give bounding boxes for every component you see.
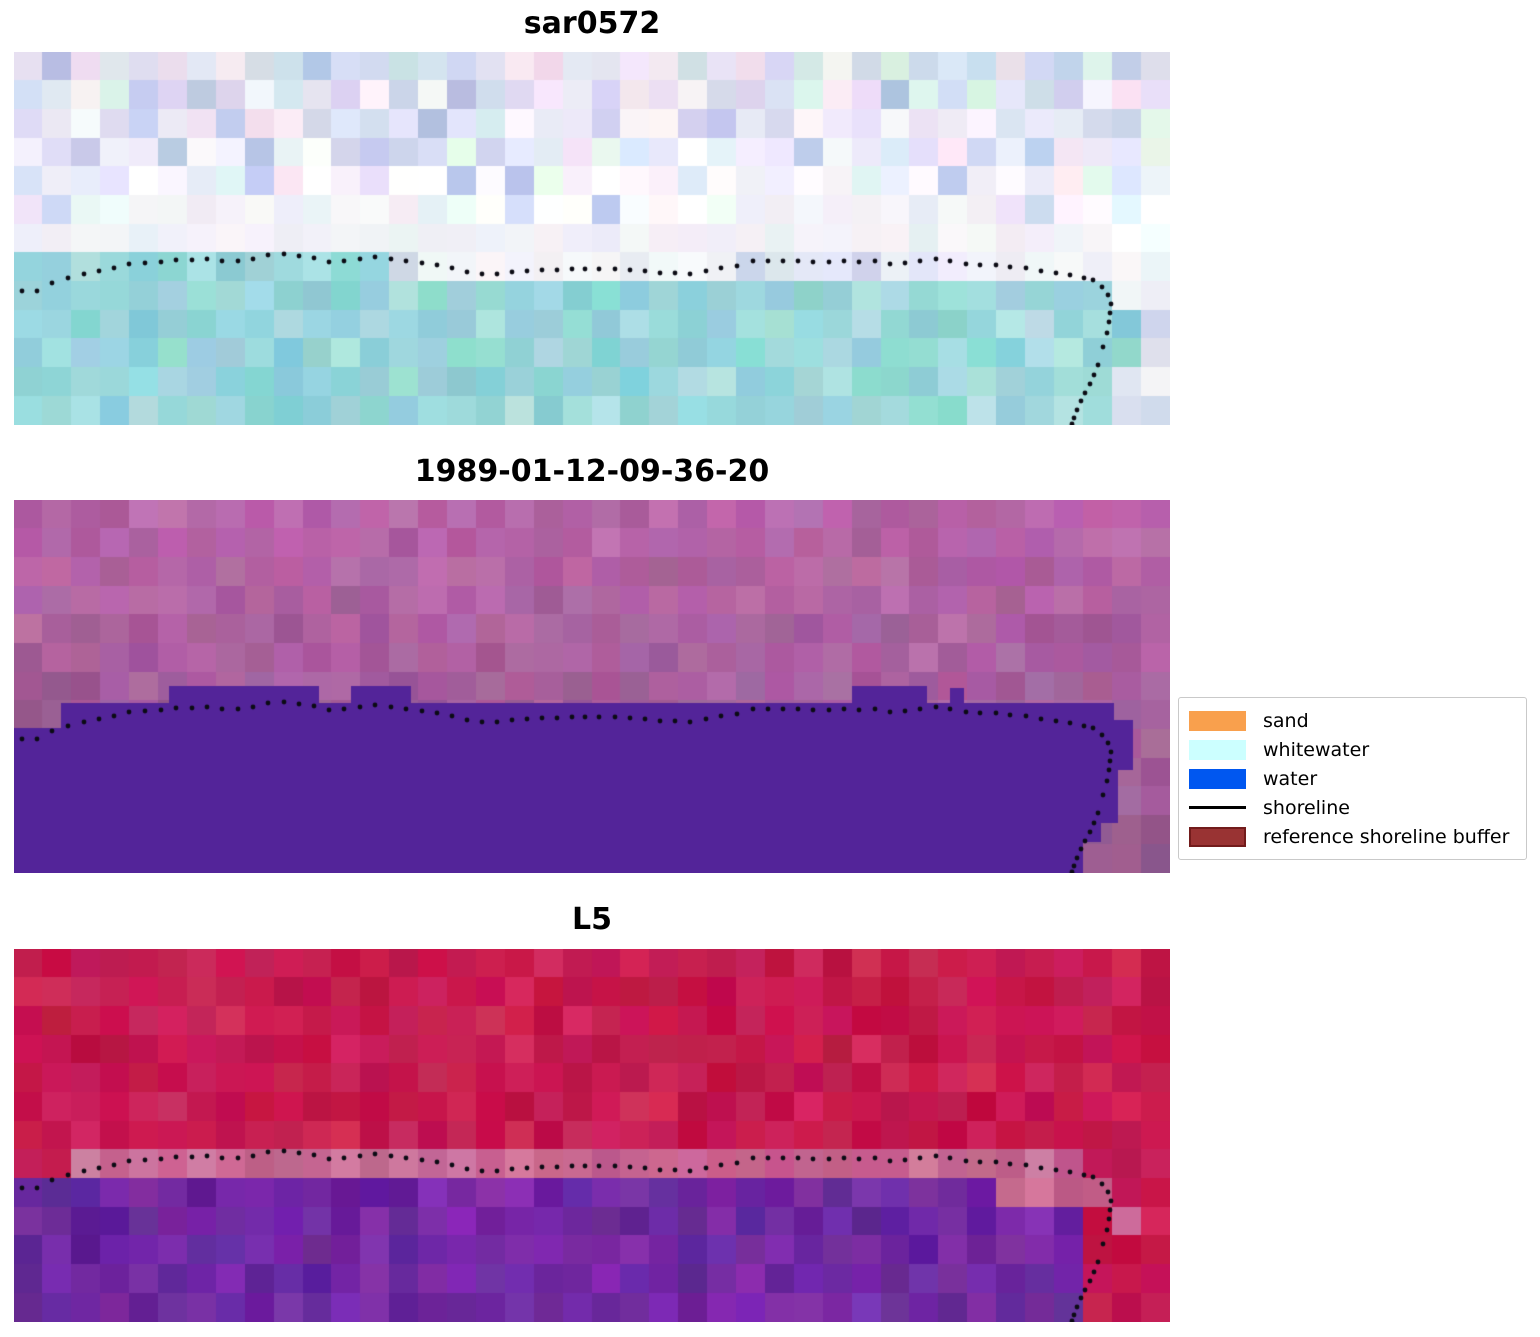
legend-item-shoreline: shoreline bbox=[1189, 793, 1516, 822]
legend-label: water bbox=[1263, 767, 1318, 790]
panel-image-l5 bbox=[14, 949, 1170, 1322]
panel-title-l5: L5 bbox=[572, 902, 612, 937]
legend-item-reference-shoreline-buffer: reference shoreline buffer bbox=[1189, 822, 1516, 851]
legend-color-swatch bbox=[1189, 739, 1246, 760]
legend-item-whitewater: whitewater bbox=[1189, 735, 1516, 764]
legend-label: reference shoreline buffer bbox=[1263, 825, 1510, 848]
legend-line-swatch bbox=[1189, 806, 1246, 809]
panel-image-classified bbox=[14, 500, 1170, 873]
panel-title-sar0572: sar0572 bbox=[523, 6, 661, 41]
legend-label: sand bbox=[1263, 709, 1309, 732]
legend-color-swatch bbox=[1189, 768, 1246, 789]
legend-color-swatch bbox=[1189, 826, 1246, 847]
legend-label: whitewater bbox=[1263, 738, 1370, 761]
panel-image-sar0572 bbox=[14, 52, 1170, 425]
legend-item-water: water bbox=[1189, 764, 1516, 793]
panel-title-date: 1989-01-12-09-36-20 bbox=[414, 454, 770, 489]
legend-color-swatch bbox=[1189, 710, 1246, 731]
legend-label: shoreline bbox=[1263, 796, 1350, 819]
legend-item-sand: sand bbox=[1189, 706, 1516, 735]
legend-box: sand whitewater water shoreline reference sh… bbox=[1178, 697, 1527, 860]
